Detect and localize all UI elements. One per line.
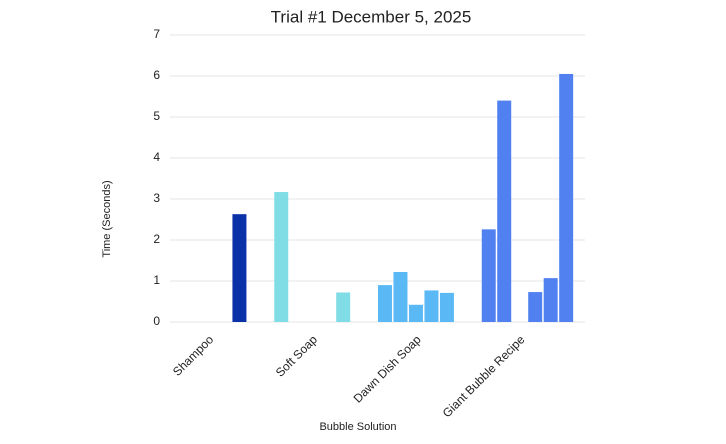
x-tick-label: Giant Bubble Recipe xyxy=(440,332,528,420)
y-tick-label: 7 xyxy=(153,27,160,41)
bar xyxy=(439,292,454,322)
bar xyxy=(481,229,496,322)
bar xyxy=(393,271,408,322)
y-tick-label: 0 xyxy=(153,314,160,328)
y-tick-label: 5 xyxy=(153,109,160,123)
x-tick-label: Shampoo xyxy=(170,332,216,378)
chart-title: Trial #1 December 5, 2025 xyxy=(271,7,472,26)
bar xyxy=(543,278,558,322)
y-tick-label: 1 xyxy=(153,273,160,287)
y-axis-label: Time (Seconds) xyxy=(101,180,113,257)
x-axis-label: Bubble Solution xyxy=(319,421,396,433)
y-tick-label: 4 xyxy=(153,150,160,164)
bar xyxy=(528,292,543,322)
bar xyxy=(408,304,423,322)
bar xyxy=(336,292,351,322)
bar xyxy=(232,214,247,322)
bar xyxy=(559,73,574,322)
x-tick-label: Dawn Dish Soap xyxy=(351,332,424,405)
bar xyxy=(424,290,439,322)
y-tick-label: 2 xyxy=(153,232,160,246)
bar xyxy=(378,285,392,322)
bar xyxy=(497,100,512,322)
y-tick-label: 6 xyxy=(153,68,160,82)
bar xyxy=(274,192,289,322)
x-tick-label: Soft Soap xyxy=(273,332,320,379)
y-tick-label: 3 xyxy=(153,191,160,205)
